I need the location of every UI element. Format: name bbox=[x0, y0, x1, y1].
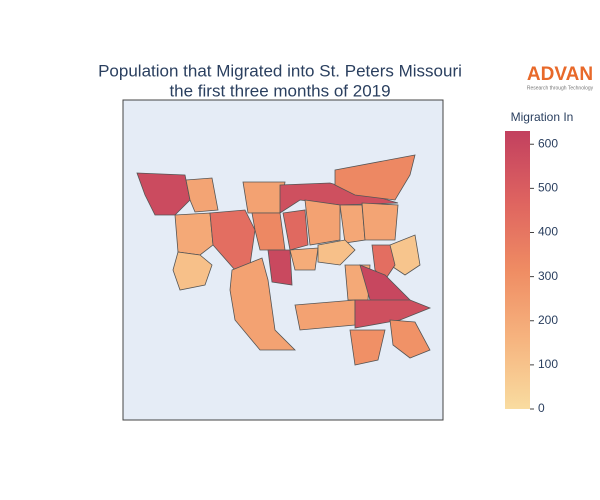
region bbox=[172, 251, 213, 291]
regions bbox=[136, 154, 432, 366]
region bbox=[334, 154, 416, 201]
region bbox=[317, 239, 356, 266]
region bbox=[389, 319, 431, 359]
region bbox=[229, 257, 296, 351]
colorbar-tick-label: 600 bbox=[538, 136, 558, 150]
colorbar-tick-label: 0 bbox=[538, 401, 545, 415]
colorbar-tick-label: 200 bbox=[538, 313, 558, 327]
region bbox=[267, 249, 293, 286]
region bbox=[289, 247, 319, 271]
region bbox=[349, 329, 386, 366]
region bbox=[371, 244, 396, 281]
colorbar-tick-label: 500 bbox=[538, 181, 558, 195]
colorbar-title: Migration In bbox=[511, 110, 574, 124]
region bbox=[185, 177, 219, 213]
colorbar bbox=[505, 131, 530, 409]
region bbox=[354, 299, 432, 329]
region bbox=[361, 202, 399, 241]
region bbox=[294, 299, 356, 331]
logo: ADVAN bbox=[527, 64, 593, 85]
region bbox=[242, 181, 286, 214]
colorbar-tick-label: 300 bbox=[538, 269, 558, 283]
region bbox=[282, 209, 309, 251]
chart-title: Population that Migrated into St. Peters… bbox=[98, 61, 462, 80]
chart-title: the first three months of 2019 bbox=[169, 81, 390, 100]
logo-tagline: Research through Technology bbox=[527, 85, 594, 91]
colorbar-tick-label: 400 bbox=[538, 225, 558, 239]
colorbar-tick-label: 100 bbox=[538, 357, 558, 371]
region bbox=[174, 212, 214, 256]
region bbox=[304, 199, 341, 246]
